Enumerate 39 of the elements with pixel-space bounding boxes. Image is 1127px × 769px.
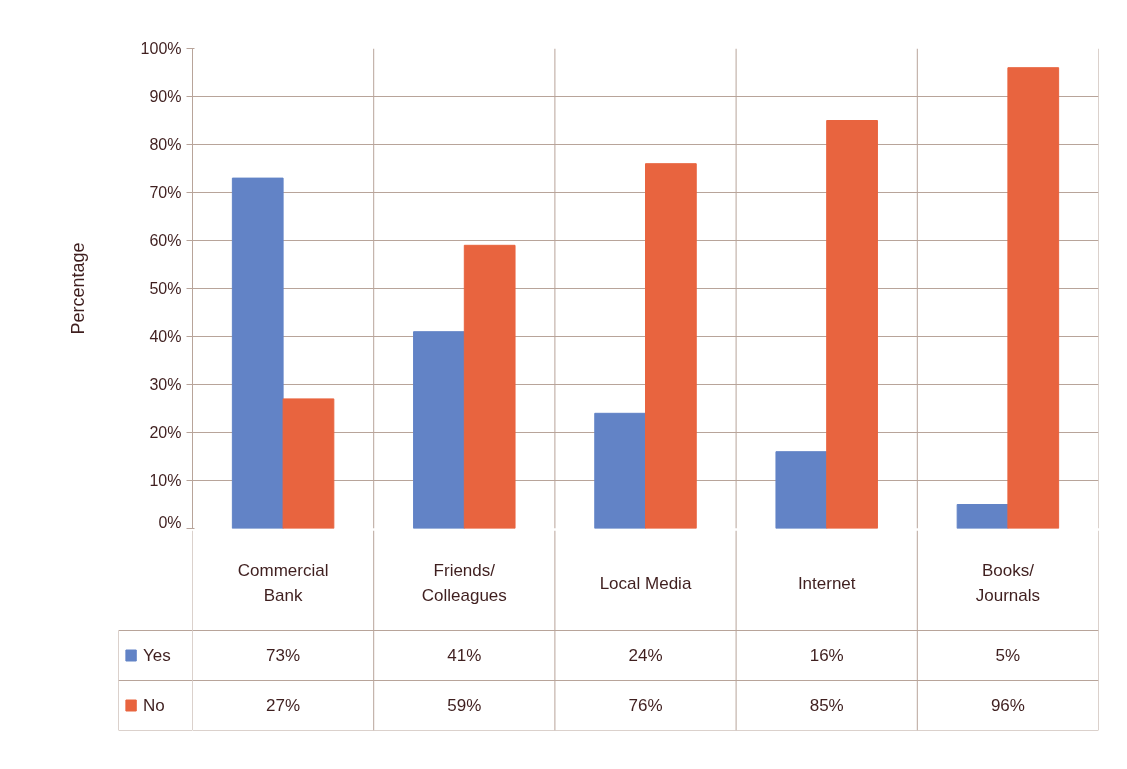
bar (231, 177, 284, 529)
y-tick-label: 70% (149, 184, 182, 201)
x-tick-label: Commercial Bank (237, 561, 329, 605)
x-tick-label: Internet (797, 573, 856, 593)
legend-label: No (142, 696, 165, 715)
y-tick-label: 50% (149, 280, 182, 297)
bar (594, 412, 646, 529)
y-tick-label: 20% (149, 424, 182, 441)
legend-label: Yes (142, 646, 171, 665)
data-label: 24% (628, 646, 663, 665)
data-label: 59% (447, 696, 482, 715)
y-tick-label: 60% (149, 232, 182, 249)
y-axis-title: Percentage (67, 242, 88, 335)
x-tick-label: Friends/ Colleagues (421, 561, 507, 605)
y-tick-label: 80% (149, 136, 182, 153)
bar (956, 504, 1009, 529)
bar (413, 331, 465, 529)
data-label: 73% (266, 646, 301, 665)
y-tick-label: 30% (149, 376, 182, 393)
bar (826, 120, 878, 529)
bar (463, 244, 516, 529)
data-label: 41% (447, 646, 482, 665)
data-label: 27% (266, 696, 301, 715)
y-tick-label: 100% (140, 40, 182, 57)
data-label: 85% (809, 696, 844, 715)
x-tick-label: Local Media (599, 573, 692, 593)
bar (282, 398, 335, 529)
y-tick-label: 0% (158, 513, 182, 531)
data-label: 76% (628, 696, 663, 715)
y-tick-label: 40% (149, 328, 182, 345)
x-tick-label: Books/ Journals (975, 561, 1041, 605)
y-tick-label: 90% (149, 88, 182, 105)
bar (775, 451, 828, 529)
data-label: 96% (990, 696, 1025, 715)
y-tick-label: 10% (149, 472, 182, 489)
bar (1007, 67, 1060, 529)
bar (645, 163, 697, 529)
data-label: 16% (809, 646, 844, 665)
data-label: 5% (995, 646, 1021, 665)
